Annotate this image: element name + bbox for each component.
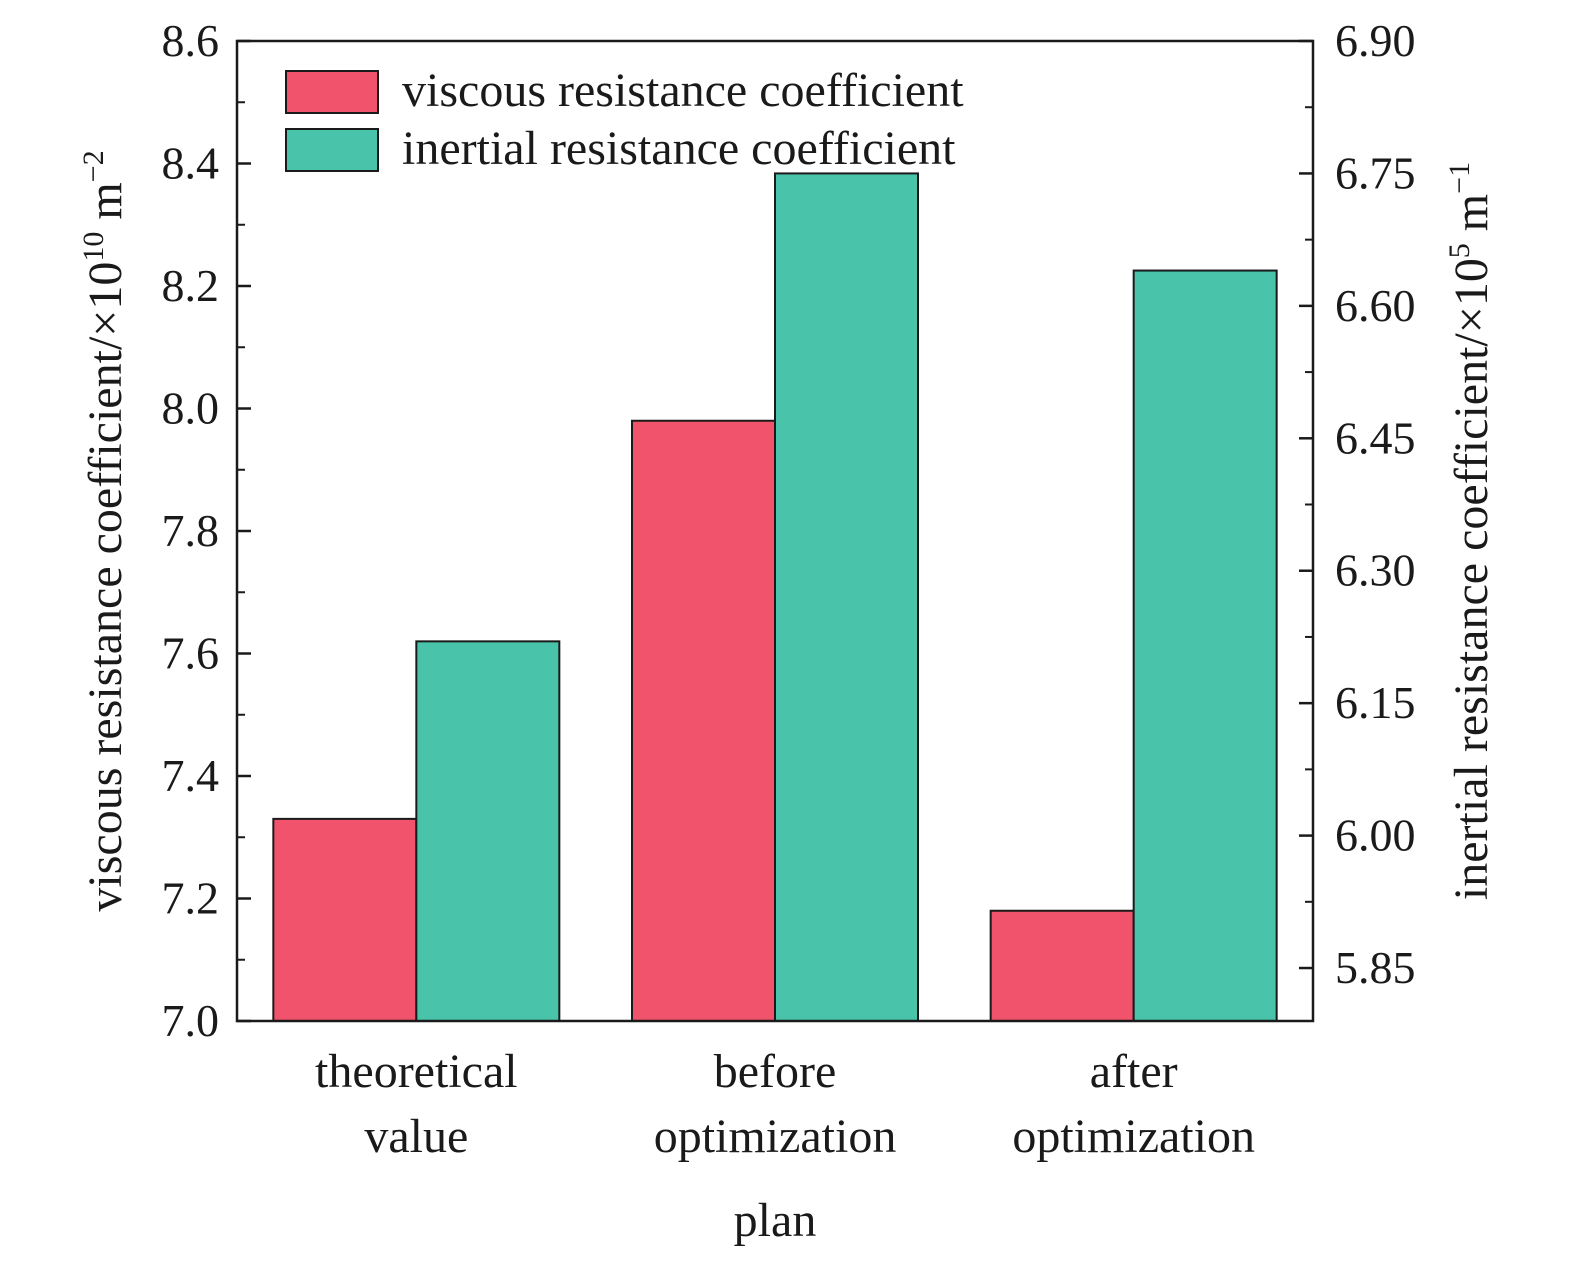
left-y-axis-title-exp: 10: [77, 232, 110, 262]
left-y-axis-title-main: viscous resistance coefficient/×10: [79, 262, 132, 912]
x-tick-label-line: theoretical: [315, 1045, 518, 1098]
left-tick-label: 7.6: [162, 628, 220, 679]
x-tick-label-line: optimization: [1012, 1110, 1255, 1163]
bar-viscous-1: [631, 419, 776, 1022]
bar-inertial-0: [415, 640, 561, 1022]
x-tick-label-0: theoretical value: [315, 1045, 518, 1163]
left-tick-label: 7.2: [162, 873, 220, 924]
right-y-axis-title-main: inertial resistance coefficient/×10: [1445, 258, 1498, 900]
right-tick-label: 6.00: [1335, 810, 1416, 861]
x-tick-label-line: value: [364, 1110, 468, 1163]
legend-label-viscous: viscous resistance coefficient: [402, 64, 964, 117]
left-tick-label: 7.0: [162, 995, 220, 1046]
right-tick-label: 6.15: [1335, 677, 1416, 728]
left-y-axis-title-unit: m: [79, 182, 132, 231]
x-axis-title: plan: [734, 1194, 817, 1247]
legend: viscous resistance coefficient inertial …: [285, 64, 964, 175]
left-tick-label: 8.6: [162, 15, 220, 66]
right-y-axis-title-unit: m: [1445, 194, 1498, 243]
left-tick-label: 8.2: [162, 260, 220, 311]
ticks-layer: [237, 39, 1313, 1023]
left-tick-label: 7.4: [162, 750, 220, 801]
bar-viscous-0: [272, 817, 418, 1022]
bar-inertial-2: [1132, 269, 1278, 1022]
left-y-axis-title: viscous resistance coefficient/×1010 m−2: [77, 150, 132, 911]
left-tick-label: 8.0: [162, 383, 220, 434]
bar-inertial-1: [774, 172, 919, 1022]
right-tick-label: 6.60: [1335, 280, 1416, 331]
right-tick-label: 6.75: [1335, 147, 1416, 198]
right-y-axis-title-exp: 5: [1443, 243, 1476, 258]
bars-layer: [272, 172, 1278, 1022]
left-tick-label: 7.8: [162, 505, 220, 556]
right-y-axis-title-unit-exp: −1: [1443, 162, 1476, 194]
x-tick-label-line: optimization: [654, 1110, 897, 1163]
x-tick-label-2: after optimization: [1012, 1045, 1255, 1163]
right-y-axis-title: inertial resistance coefficient/×105 m−1: [1443, 162, 1498, 900]
x-tick-label-line: before: [714, 1045, 837, 1098]
right-tick-label: 5.85: [1335, 942, 1416, 993]
labels-layer: theoretical value before optimization after o…: [162, 15, 1416, 1163]
right-tick-label: 6.30: [1335, 545, 1416, 596]
legend-swatch-inertial: [285, 128, 379, 172]
x-tick-label-1: before optimization: [654, 1045, 897, 1163]
right-tick-label: 6.90: [1335, 15, 1416, 66]
legend-label-inertial: inertial resistance coefficient: [402, 122, 956, 175]
bar-viscous-2: [989, 909, 1135, 1022]
legend-swatch-viscous: [285, 70, 379, 114]
right-tick-label: 6.45: [1335, 412, 1416, 463]
x-tick-label-line: after: [1090, 1045, 1178, 1098]
left-y-axis-title-unit-exp: −2: [77, 150, 110, 182]
left-tick-label: 8.4: [162, 138, 220, 189]
